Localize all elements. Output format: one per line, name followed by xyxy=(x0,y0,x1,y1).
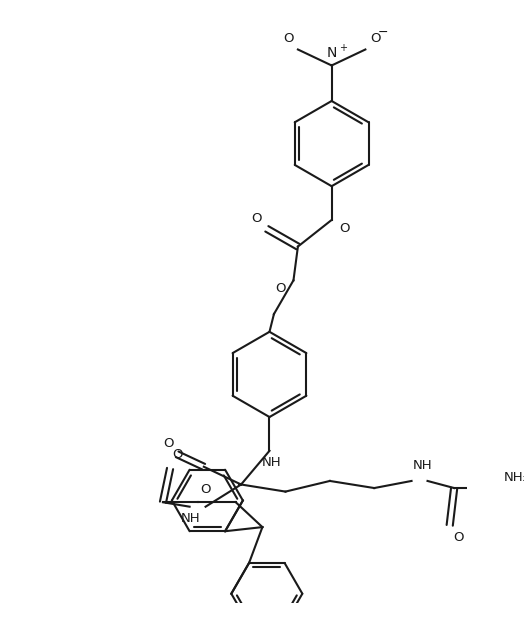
Text: O: O xyxy=(453,530,464,544)
Text: +: + xyxy=(339,43,347,53)
Text: N: N xyxy=(326,46,337,60)
Text: O: O xyxy=(251,212,261,226)
Text: O: O xyxy=(370,32,380,45)
Text: NH: NH xyxy=(261,456,281,469)
Text: O: O xyxy=(283,32,293,45)
Text: O: O xyxy=(200,483,211,496)
Text: O: O xyxy=(163,437,173,450)
Text: NH: NH xyxy=(412,459,432,472)
Text: NH: NH xyxy=(181,512,200,525)
Text: O: O xyxy=(172,449,182,461)
Text: −: − xyxy=(378,26,388,39)
Text: O: O xyxy=(275,282,286,295)
Text: O: O xyxy=(340,222,350,235)
Text: NH₂: NH₂ xyxy=(504,471,524,484)
